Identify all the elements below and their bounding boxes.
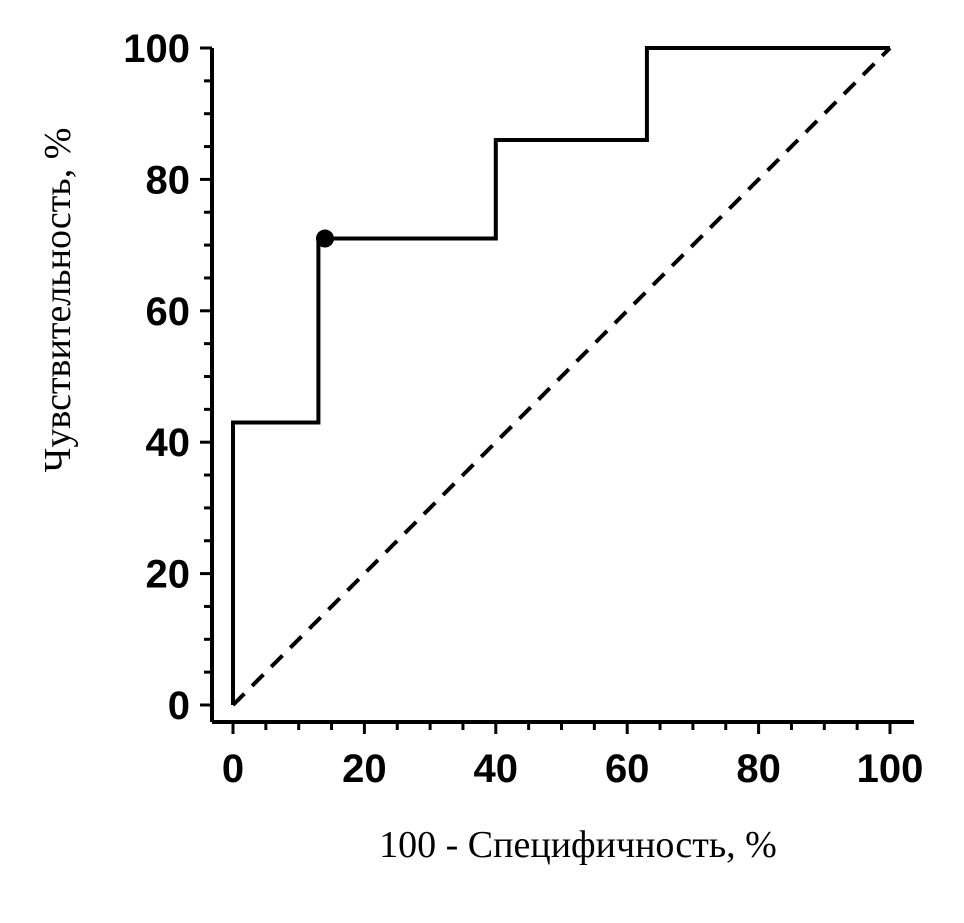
roc-curve <box>231 46 890 705</box>
axes <box>200 46 914 734</box>
y-tick-label: 60 <box>146 290 191 334</box>
x-tick-label: 100 <box>857 747 924 791</box>
cutoff-point-marker <box>315 229 334 248</box>
x-tick-label: 0 <box>222 747 244 791</box>
diagonal-reference-line <box>231 46 892 707</box>
x-tick-label: 80 <box>736 747 781 791</box>
tick-labels: 0 20 40 60 80 100 0 20 40 60 80 100 <box>123 27 923 791</box>
y-tick-label: 0 <box>168 684 190 728</box>
x-tick-label: 40 <box>474 747 519 791</box>
x-tick-label: 60 <box>605 747 650 791</box>
x-tick-label: 20 <box>342 747 387 791</box>
y-tick-label: 100 <box>123 27 190 71</box>
plot-area <box>231 46 892 707</box>
y-tick-label: 20 <box>146 553 191 597</box>
x-axis-title: 100 - Специфичность, % <box>379 824 777 866</box>
y-axis-title: Чувствительность, % <box>37 128 79 473</box>
y-tick-label: 40 <box>146 421 191 465</box>
y-tick-label: 80 <box>146 158 191 202</box>
